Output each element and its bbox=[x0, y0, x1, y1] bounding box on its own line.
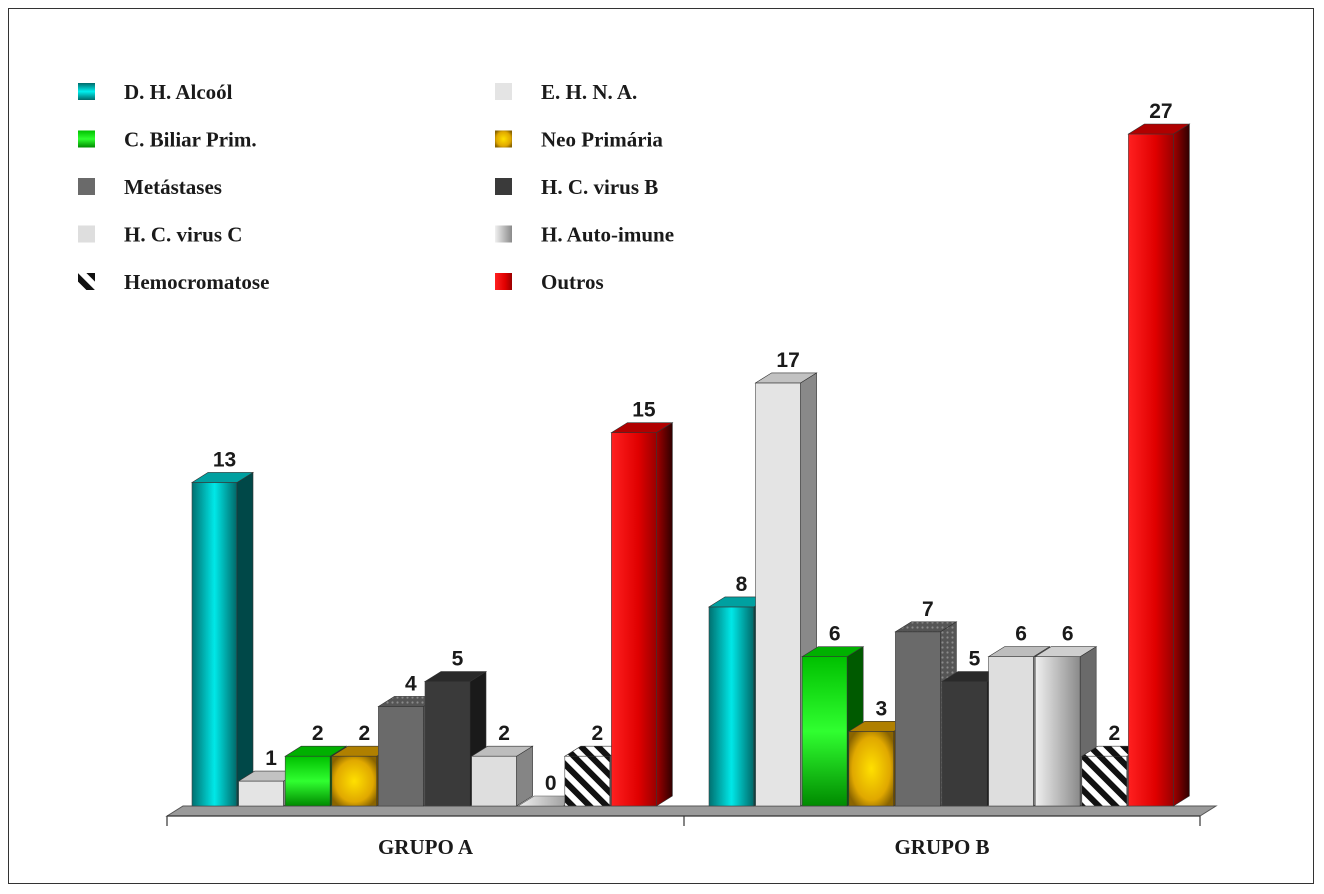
bar-top bbox=[894, 621, 958, 633]
bar-top bbox=[470, 745, 534, 757]
bar-top bbox=[801, 646, 865, 657]
value-label-grupo-a-metastases: 4 bbox=[405, 672, 417, 695]
bar-front bbox=[424, 681, 471, 807]
value-label-grupo-a-c-biliar-prim: 2 bbox=[312, 722, 324, 745]
bar-front bbox=[708, 606, 755, 807]
legend-label-outros: Outros bbox=[541, 270, 604, 294]
bar-front bbox=[564, 755, 611, 807]
bar-front bbox=[755, 382, 801, 807]
bar-front bbox=[895, 631, 941, 807]
bar-front bbox=[1034, 656, 1081, 807]
bar-side bbox=[656, 422, 673, 807]
legend-swatch-d-h-alcool bbox=[78, 83, 95, 100]
legend-swatch-h-c-virus-b bbox=[495, 178, 512, 195]
value-label-grupo-a-d-h-alcool: 13 bbox=[213, 448, 236, 471]
bar-front bbox=[1081, 755, 1128, 807]
value-label-grupo-b-neo-primaria: 3 bbox=[875, 697, 887, 720]
value-label-grupo-a-neo-primaria: 2 bbox=[358, 722, 370, 745]
bar-top bbox=[423, 671, 488, 682]
value-label-grupo-a-h-c-virus-b: 5 bbox=[452, 648, 464, 671]
legend-label-metastases: Metástases bbox=[124, 175, 222, 199]
legend-label-e-h-n-a: E. H. N. A. bbox=[541, 80, 637, 104]
bar-front bbox=[801, 656, 848, 807]
value-label-grupo-b-h-c-virus-c: 6 bbox=[1015, 623, 1027, 646]
bar-side bbox=[516, 745, 533, 807]
bar-top bbox=[987, 646, 1051, 657]
legend-swatch-neo-primaria bbox=[495, 130, 512, 148]
value-label-grupo-a-h-c-virus-c: 2 bbox=[498, 722, 510, 745]
legend-label-h-c-virus-c: H. C. virus C bbox=[124, 223, 242, 247]
legend-label-c-biliar-prim: C. Biliar Prim. bbox=[124, 128, 257, 152]
bar-front bbox=[238, 780, 284, 807]
bar-front bbox=[284, 755, 331, 807]
legend-swatch-c-biliar-prim bbox=[78, 130, 95, 148]
value-label-grupo-a-h-auto-imune: 0 bbox=[545, 772, 557, 795]
value-label-grupo-a-e-h-n-a: 1 bbox=[265, 747, 277, 770]
bar-side bbox=[1173, 123, 1190, 807]
bar-top bbox=[190, 472, 255, 483]
bar-top bbox=[1034, 646, 1098, 657]
chart-floor-plane bbox=[165, 805, 1218, 817]
legend-label-hemocromatose: Hemocromatose bbox=[124, 270, 269, 294]
bar-front bbox=[988, 656, 1034, 807]
legend-swatch-h-auto-imune bbox=[495, 225, 512, 243]
bar-front bbox=[471, 755, 517, 807]
bar-top bbox=[610, 422, 674, 433]
bar-grupo-a-h-c-virus-c bbox=[470, 745, 534, 807]
value-label-grupo-b-c-biliar-prim: 6 bbox=[829, 623, 841, 646]
bar-grupo-a-outros bbox=[610, 422, 674, 807]
bar-top bbox=[754, 372, 818, 384]
category-label-grupo-a: GRUPO A bbox=[378, 835, 474, 859]
legend-swatch-e-h-n-a bbox=[495, 83, 512, 100]
value-label-grupo-a-outros: 15 bbox=[632, 399, 656, 422]
chart-floor bbox=[165, 805, 1218, 826]
bar-front bbox=[941, 681, 988, 807]
legend-label-d-h-alcool: D. H. Alcoól bbox=[124, 80, 233, 104]
bar-front bbox=[191, 482, 238, 807]
bar-side bbox=[236, 471, 254, 807]
value-label-grupo-b-metastases: 7 bbox=[922, 598, 934, 621]
bar-front bbox=[1128, 133, 1174, 807]
legend-swatch-outros bbox=[495, 273, 512, 290]
value-label-grupo-b-h-c-virus-b: 5 bbox=[969, 648, 981, 671]
bar-front bbox=[331, 755, 378, 807]
bar-top bbox=[284, 745, 348, 757]
bar-front bbox=[378, 706, 424, 807]
labels: 13 1 2 2 4 5 2 0 2 15 GRUPO A 8 17 6 3 7 5 6 6 2 27 GRUPO B bbox=[213, 100, 1173, 859]
legend: D. H. Alcoól E. H. N. A. C. Biliar Prim. Ne… bbox=[78, 80, 674, 294]
legend-label-neo-primaria: Neo Primária bbox=[541, 128, 663, 152]
legend-swatch-hemocromatose bbox=[78, 273, 95, 290]
bar-grupo-a-d-h-alcool bbox=[190, 471, 255, 807]
legend-swatch-h-c-virus-c bbox=[78, 225, 95, 243]
value-label-grupo-b-h-auto-imune: 6 bbox=[1062, 623, 1074, 646]
bar-front bbox=[848, 731, 895, 807]
value-label-grupo-a-hemocromatose: 2 bbox=[591, 722, 603, 745]
bar-top bbox=[1127, 123, 1191, 135]
value-label-grupo-b-e-h-n-a: 17 bbox=[776, 349, 799, 372]
value-label-grupo-b-outros: 27 bbox=[1149, 100, 1172, 123]
category-label-grupo-b: GRUPO B bbox=[894, 835, 989, 859]
legend-swatch-metastases bbox=[78, 178, 95, 195]
bar-grupo-b-outros bbox=[1127, 123, 1191, 807]
value-label-grupo-b-d-h-alcool: 8 bbox=[736, 573, 748, 596]
legend-label-h-auto-imune: H. Auto-imune bbox=[541, 223, 674, 247]
legend-label-h-c-virus-b: H. C. virus B bbox=[541, 175, 658, 199]
bars bbox=[190, 123, 1191, 807]
bar-front bbox=[611, 432, 657, 807]
value-label-grupo-b-hemocromatose: 2 bbox=[1108, 722, 1120, 745]
